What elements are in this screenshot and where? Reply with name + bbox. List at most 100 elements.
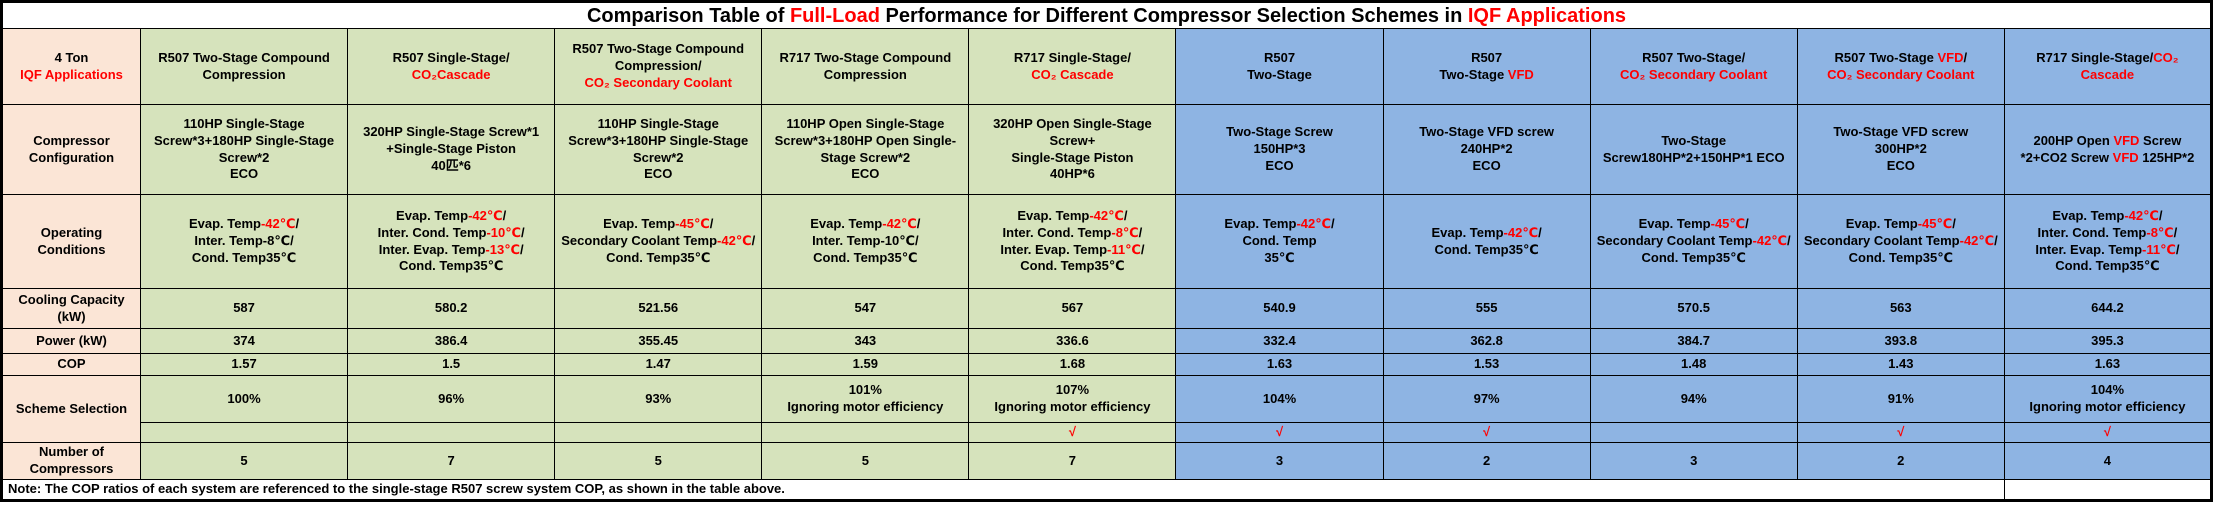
conditions-cell-1: Evap. Temp-42℃/ Inter. Cond. Temp-10℃/ I… (347, 194, 556, 289)
cop-cell-3: 1.59 (761, 353, 970, 376)
scheme-pct-cell-8: 91% (1796, 375, 2005, 423)
cooling-row-label: Cooling Capacity (kW) (1, 288, 141, 329)
config-cell-2: 110HP Single-Stage Screw*3+180HP Single-… (554, 104, 763, 195)
page-title: Comparison Table of Full-Load Performanc… (1, 1, 2212, 29)
power-cell-8: 393.8 (1796, 328, 2005, 354)
count-row-label: Number of Compressors (1, 442, 141, 480)
power-row: Power (kW) 374 386.4 355.45 343 336.6 332.4 3… (1, 328, 2213, 354)
scheme-cell-0: R507 Two-Stage Compound Compression (139, 28, 349, 105)
count-cell-7: 3 (1589, 442, 1798, 480)
scheme-pct-cell-7: 94% (1589, 375, 1798, 423)
note-row: Note: The COP ratios of each system are … (1, 479, 2213, 501)
conditions-cell-0: Evap. Temp-42℃/ Inter. Temp-8℃/ Cond. Te… (139, 194, 349, 289)
scheme-cell-7: R507 Two-Stage/ CO₂ Secondary Coolant (1589, 28, 1798, 105)
checkmark-cell-7 (1589, 422, 1798, 443)
cop-cell-4: 1.68 (968, 353, 1177, 376)
checkmark-cell-0 (139, 422, 349, 443)
config-cell-8: Two-Stage VFD screw 300HP*2 ECO (1796, 104, 2005, 195)
config-cell-4: 320HP Open Single-Stage Screw+ Single-St… (968, 104, 1177, 195)
config-cell-6: Two-Stage VFD screw 240HP*2 ECO (1382, 104, 1591, 195)
cooling-cell-2: 521.56 (554, 288, 763, 329)
scheme-pct-cell-5: 104% (1175, 375, 1384, 423)
power-cell-1: 386.4 (347, 328, 556, 354)
selection-checkmark-row: √ √ √ √ √ (2, 422, 2213, 443)
scheme-selection-row-label: Scheme Selection (1, 375, 141, 443)
conditions-cell-7: Evap. Temp-45℃/ Secondary Coolant Temp-4… (1589, 194, 1798, 289)
cooling-cell-4: 567 (968, 288, 1177, 329)
scheme-pct-cell-3: 101% Ignoring motor efficiency (761, 375, 970, 423)
conditions-cell-3: Evap. Temp-42℃/ Inter. Temp-10℃/ Cond. T… (761, 194, 970, 289)
cooling-cell-8: 563 (1796, 288, 2005, 329)
conditions-cell-9: Evap. Temp-42℃/ Inter. Cond. Temp-8℃/ In… (2003, 194, 2213, 289)
cooling-cell-6: 555 (1382, 288, 1591, 329)
cooling-cell-3: 547 (761, 288, 970, 329)
checkmark-cell-1 (347, 422, 556, 443)
conditions-cell-8: Evap. Temp-45℃/ Secondary Coolant Temp-4… (1796, 194, 2005, 289)
cop-cell-9: 1.63 (2003, 353, 2213, 376)
scheme-pct-cell-0: 100% (139, 375, 349, 423)
title-row: Comparison Table of Full-Load Performanc… (1, 1, 2212, 29)
scheme-cell-1: R507 Single-Stage/ CO₂Cascade (347, 28, 556, 105)
count-cell-3: 5 (761, 442, 970, 480)
cop-cell-6: 1.53 (1382, 353, 1591, 376)
power-row-label: Power (kW) (1, 328, 141, 354)
comparison-table: Comparison Table of Full-Load Performanc… (0, 0, 2213, 502)
scheme-pct-cell-1: 96% (347, 375, 556, 423)
scheme-cell-6: R507 Two-Stage VFD (1382, 28, 1591, 105)
config-cell-5: Two-Stage Screw 150HP*3 ECO (1175, 104, 1384, 195)
scheme-cell-2: R507 Two-Stage Compound Compression/ CO₂… (554, 28, 763, 105)
cooling-cell-0: 587 (139, 288, 349, 329)
scheme-pct-cell-4: 107% Ignoring motor efficiency (968, 375, 1177, 423)
count-cell-8: 2 (1796, 442, 2005, 480)
scheme-selection-row: Scheme Selection 100% 96% 93% 101% Ignorin… (1, 375, 2213, 443)
count-cell-9: 4 (2003, 442, 2213, 480)
count-cell-5: 3 (1175, 442, 1384, 480)
power-cell-4: 336.6 (968, 328, 1177, 354)
scheme-cell-3: R717 Two-Stage Compound Compression (761, 28, 970, 105)
conditions-row-label: Operating Conditions (1, 194, 141, 289)
scheme-cell-4: R717 Single-Stage/ CO₂ Cascade (968, 28, 1177, 105)
count-cell-2: 5 (554, 442, 763, 480)
config-cell-3: 110HP Open Single-Stage Screw*3+180HP Op… (761, 104, 970, 195)
config-cell-7: Two-Stage Screw180HP*2+150HP*1 ECO (1589, 104, 1798, 195)
count-cell-4: 7 (968, 442, 1177, 480)
conditions-cell-5: Evap. Temp-42℃/ Cond. Temp 35℃ (1175, 194, 1384, 289)
compressor-configuration-row: Compressor Configuration 110HP Single-St… (1, 104, 2213, 195)
scheme-pct-cell-9: 104% Ignoring motor efficiency (2003, 375, 2213, 423)
cooling-cell-7: 570.5 (1589, 288, 1798, 329)
power-cell-9: 395.3 (2003, 328, 2213, 354)
scheme-cell-8: R507 Two-Stage VFD/ CO₂ Secondary Coolan… (1796, 28, 2005, 105)
checkmark-cell-9: √ (2003, 422, 2213, 443)
cop-row-label: COP (1, 353, 141, 376)
cooling-cell-1: 580.2 (347, 288, 556, 329)
conditions-cell-4: Evap. Temp-42℃/ Inter. Cond. Temp-8℃/ In… (968, 194, 1177, 289)
checkmark-cell-3 (761, 422, 970, 443)
cop-row: COP 1.57 1.5 1.47 1.59 1.68 1.63 1.53 1.48 1.43… (1, 353, 2213, 376)
count-cell-1: 7 (347, 442, 556, 480)
scheme-name-row: 4 Ton IQF Applications R507 Two-Stage Co… (1, 28, 2213, 105)
scheme-cell-5: R507 Two-Stage (1175, 28, 1384, 105)
corner-cell: 4 Ton IQF Applications (1, 28, 141, 105)
count-cell-0: 5 (139, 442, 349, 480)
cop-cell-2: 1.47 (554, 353, 763, 376)
power-cell-7: 384.7 (1589, 328, 1798, 354)
scheme-cell-9: R717 Single-Stage/CO₂ Cascade (2003, 28, 2213, 105)
config-row-label: Compressor Configuration (1, 104, 141, 195)
operating-conditions-row: Operating Conditions Evap. Temp-42℃/ Int… (1, 194, 2213, 289)
config-cell-1: 320HP Single-Stage Screw*1 +Single-Stage… (347, 104, 556, 195)
cop-cell-8: 1.43 (1796, 353, 2005, 376)
conditions-cell-6: Evap. Temp-42℃/ Cond. Temp35℃ (1382, 194, 1591, 289)
footnote: Note: The COP ratios of each system are … (1, 479, 2005, 501)
cop-cell-0: 1.57 (139, 353, 349, 376)
cop-cell-7: 1.48 (1589, 353, 1798, 376)
config-cell-9: 200HP Open VFD Screw *2+CO2 Screw VFD 12… (2003, 104, 2213, 195)
power-cell-3: 343 (761, 328, 970, 354)
checkmark-cell-6: √ (1382, 422, 1591, 443)
checkmark-cell-5: √ (1175, 422, 1384, 443)
count-cell-6: 2 (1382, 442, 1591, 480)
power-cell-2: 355.45 (554, 328, 763, 354)
cooling-capacity-row: Cooling Capacity (kW) 587 580.2 521.56 547… (1, 288, 2213, 329)
note-row-empty-cell (2003, 479, 2213, 501)
config-cell-0: 110HP Single-Stage Screw*3+180HP Single-… (139, 104, 349, 195)
